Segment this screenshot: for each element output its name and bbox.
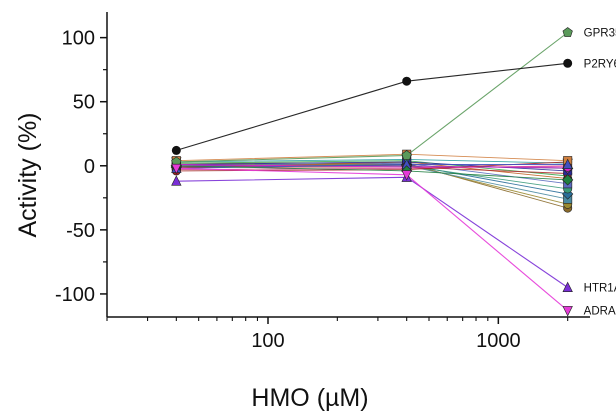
- y-tick-label: -100: [55, 284, 95, 306]
- data-point: [401, 170, 412, 181]
- axes: -100 -50 0 50 100 100 1000: [55, 12, 590, 352]
- y-axis-title: Activity (%): [14, 113, 42, 238]
- series-line: [176, 176, 569, 288]
- data-point: [171, 175, 182, 186]
- data-point: [402, 76, 412, 86]
- data-point: [401, 150, 412, 160]
- series-label: P2RY6: [584, 58, 616, 70]
- y-tick-label: 100: [62, 28, 95, 50]
- data-point: [563, 58, 573, 68]
- data-point: [562, 306, 573, 317]
- series-lines: [176, 32, 569, 312]
- data-point: [562, 281, 573, 293]
- x-tick-label: 1000: [476, 330, 521, 352]
- series-line: [176, 32, 569, 163]
- x-tick-label: 100: [251, 330, 284, 352]
- data-point: [562, 27, 573, 37]
- data-point: [171, 145, 181, 155]
- series-label: ADRA2A: [584, 306, 616, 318]
- series-line: [176, 62, 568, 151]
- series-markers: [170, 27, 574, 317]
- y-tick-label: -50: [66, 220, 95, 242]
- series-label: GPR35: [584, 28, 616, 40]
- data-point: [562, 174, 574, 186]
- y-tick-label: 0: [84, 156, 95, 178]
- y-tick-label: 50: [73, 92, 95, 114]
- x-axis-title: HMO (µM): [251, 384, 368, 412]
- data-point: [562, 158, 573, 169]
- data-point: [171, 163, 182, 175]
